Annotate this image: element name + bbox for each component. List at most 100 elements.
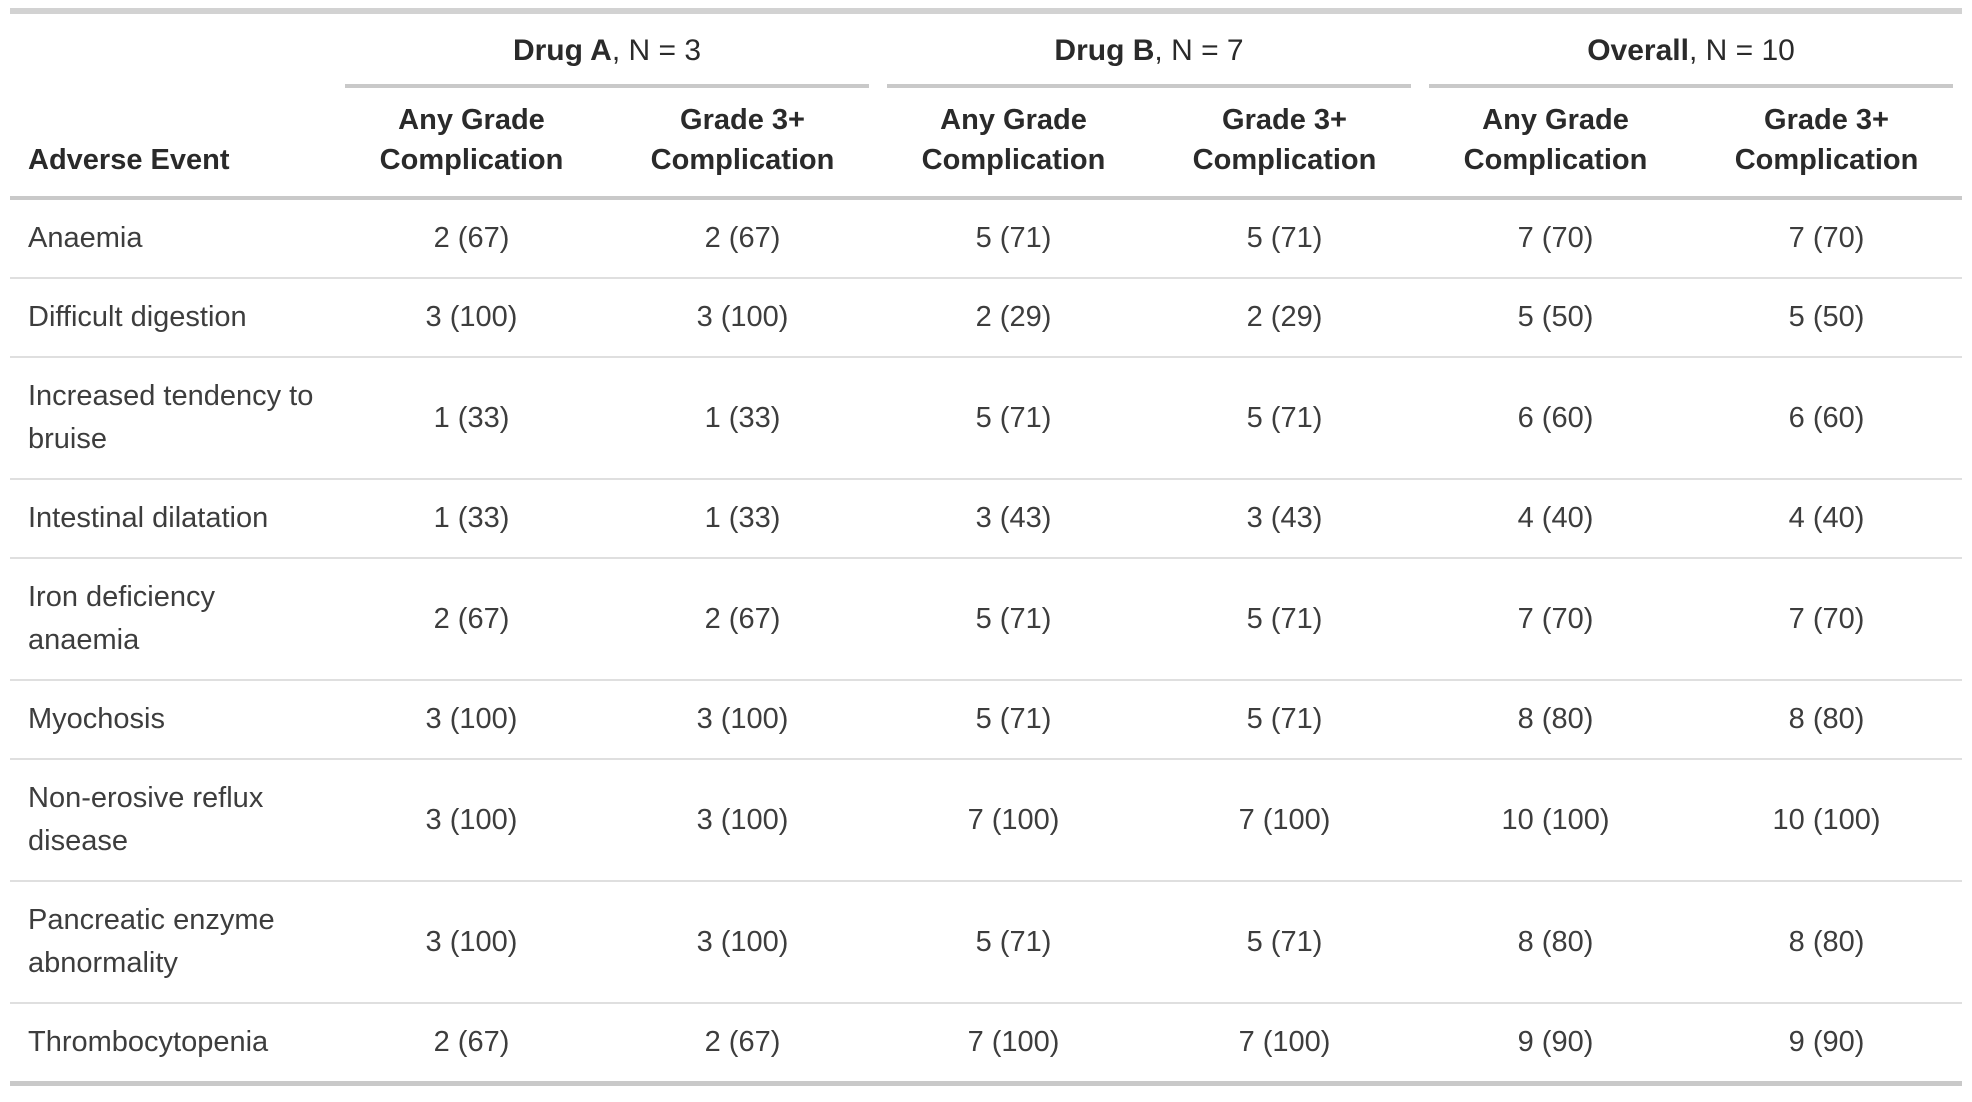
value-cell: 8 (80) [1420, 680, 1692, 760]
value-cell: 3 (100) [336, 278, 607, 358]
column-header-line: Complication [1463, 144, 1648, 176]
spanner-drug-a: Drug A, N = 3 [336, 11, 878, 88]
spanner-drug-b: Drug B, N = 7 [878, 11, 1420, 88]
event-name-cell: Pancreatic enzyme abnormality [10, 881, 336, 1004]
value-cell: 1 (33) [336, 479, 607, 559]
value-cell: 5 (50) [1420, 278, 1692, 358]
column-header-line: Complication [379, 144, 564, 176]
value-cell: 8 (80) [1691, 881, 1963, 1004]
column-header-line: Complication [1192, 144, 1377, 176]
spanner-overall: Overall, N = 10 [1420, 11, 1962, 88]
value-cell: 7 (100) [1149, 759, 1421, 882]
table-row: Non-erosive reflux disease 3 (100) 3 (10… [10, 759, 1963, 882]
column-header-any-grade: Any Grade Complication [336, 88, 607, 200]
value-cell: 2 (67) [336, 198, 607, 279]
value-cell: 3 (100) [607, 278, 879, 358]
column-header-line: Any Grade [398, 104, 545, 136]
event-name-cell: Non-erosive reflux disease [10, 759, 336, 882]
value-cell: 10 (100) [1420, 759, 1692, 882]
value-cell: 9 (90) [1420, 1003, 1692, 1085]
value-cell: 7 (70) [1691, 198, 1963, 279]
value-cell: 5 (71) [1149, 881, 1421, 1004]
table-row: Thrombocytopenia 2 (67) 2 (67) 7 (100) 7… [10, 1003, 1963, 1085]
spanner-overall-n: , N = 10 [1688, 34, 1795, 67]
table-row: Intestinal dilatation 1 (33) 1 (33) 3 (4… [10, 479, 1963, 559]
value-cell: 4 (40) [1691, 479, 1963, 559]
value-cell: 5 (71) [1149, 357, 1421, 480]
event-name-cell: Myochosis [10, 680, 336, 760]
table-row: Myochosis 3 (100) 3 (100) 5 (71) 5 (71) … [10, 680, 1963, 760]
event-name-cell: Intestinal dilatation [10, 479, 336, 559]
value-cell: 2 (67) [607, 198, 879, 279]
value-cell: 7 (70) [1420, 558, 1692, 681]
column-header-line: Grade 3+ [680, 104, 805, 136]
value-cell: 2 (67) [336, 1003, 607, 1085]
event-name-cell: Iron deficiency anaemia [10, 558, 336, 681]
table-row: Difficult digestion 3 (100) 3 (100) 2 (2… [10, 278, 1963, 358]
adverse-events-table: Adverse Event Drug A, N = 3 Drug B, N = … [10, 8, 1963, 1086]
event-name-cell: Difficult digestion [10, 278, 336, 358]
column-header-line: Complication [921, 144, 1106, 176]
value-cell: 4 (40) [1420, 479, 1692, 559]
value-cell: 8 (80) [1420, 881, 1692, 1004]
value-cell: 2 (29) [1149, 278, 1421, 358]
value-cell: 5 (71) [1149, 558, 1421, 681]
value-cell: 1 (33) [607, 479, 879, 559]
column-header-grade3plus: Grade 3+ Complication [607, 88, 879, 200]
row-header-adverse-event: Adverse Event [10, 11, 336, 200]
column-header-any-grade: Any Grade Complication [878, 88, 1150, 200]
value-cell: 3 (100) [336, 759, 607, 882]
column-header-line: Any Grade [1482, 104, 1629, 136]
column-header-line: Complication [650, 144, 835, 176]
column-labels-row: Any Grade Complication Grade 3+ Complica… [10, 88, 1963, 200]
value-cell: 7 (70) [1691, 558, 1963, 681]
value-cell: 3 (100) [336, 881, 607, 1004]
value-cell: 5 (71) [878, 680, 1150, 760]
value-cell: 10 (100) [1691, 759, 1963, 882]
value-cell: 5 (71) [878, 881, 1150, 1004]
value-cell: 3 (43) [1149, 479, 1421, 559]
column-header-line: Complication [1734, 144, 1919, 176]
spanner-drug-a-name: Drug A [512, 34, 612, 67]
spanner-row: Adverse Event Drug A, N = 3 Drug B, N = … [10, 11, 1962, 200]
value-cell: 3 (100) [607, 881, 879, 1004]
value-cell: 5 (71) [878, 558, 1150, 681]
value-cell: 5 (71) [878, 357, 1150, 480]
table-row: Iron deficiency anaemia 2 (67) 2 (67) 5 … [10, 558, 1963, 681]
value-cell: 1 (33) [336, 357, 607, 480]
value-cell: 2 (67) [607, 558, 879, 681]
value-cell: 9 (90) [1691, 1003, 1963, 1085]
value-cell: 2 (67) [607, 1003, 879, 1085]
table-row: Pancreatic enzyme abnormality 3 (100) 3 … [10, 881, 1963, 1004]
spanner-drug-b-name: Drug B [1054, 34, 1155, 67]
event-name-cell: Anaemia [10, 198, 336, 279]
value-cell: 2 (29) [878, 278, 1150, 358]
table-row: Anaemia 2 (67) 2 (67) 5 (71) 5 (71) 7 (7… [10, 198, 1963, 279]
column-header-line: Any Grade [940, 104, 1087, 136]
column-header-grade3plus: Grade 3+ Complication [1691, 88, 1963, 200]
column-header-line: Grade 3+ [1764, 104, 1889, 136]
value-cell: 2 (67) [336, 558, 607, 681]
spanner-overall-name: Overall [1587, 34, 1689, 67]
event-name-cell: Increased tendency to bruise [10, 357, 336, 480]
value-cell: 7 (100) [878, 759, 1150, 882]
column-header-grade3plus: Grade 3+ Complication [1149, 88, 1421, 200]
value-cell: 7 (100) [1149, 1003, 1421, 1085]
value-cell: 1 (33) [607, 357, 879, 480]
value-cell: 3 (100) [607, 680, 879, 760]
value-cell: 3 (43) [878, 479, 1150, 559]
column-header-any-grade: Any Grade Complication [1420, 88, 1692, 200]
value-cell: 5 (71) [1149, 680, 1421, 760]
value-cell: 5 (71) [878, 198, 1150, 279]
value-cell: 5 (50) [1691, 278, 1963, 358]
column-header-line: Grade 3+ [1222, 104, 1347, 136]
table-row: Increased tendency to bruise 1 (33) 1 (3… [10, 357, 1963, 480]
spanner-drug-a-n: , N = 3 [611, 34, 702, 67]
value-cell: 7 (70) [1420, 198, 1692, 279]
value-cell: 7 (100) [878, 1003, 1150, 1085]
value-cell: 5 (71) [1149, 198, 1421, 279]
value-cell: 8 (80) [1691, 680, 1963, 760]
event-name-cell: Thrombocytopenia [10, 1003, 336, 1085]
value-cell: 6 (60) [1420, 357, 1692, 480]
